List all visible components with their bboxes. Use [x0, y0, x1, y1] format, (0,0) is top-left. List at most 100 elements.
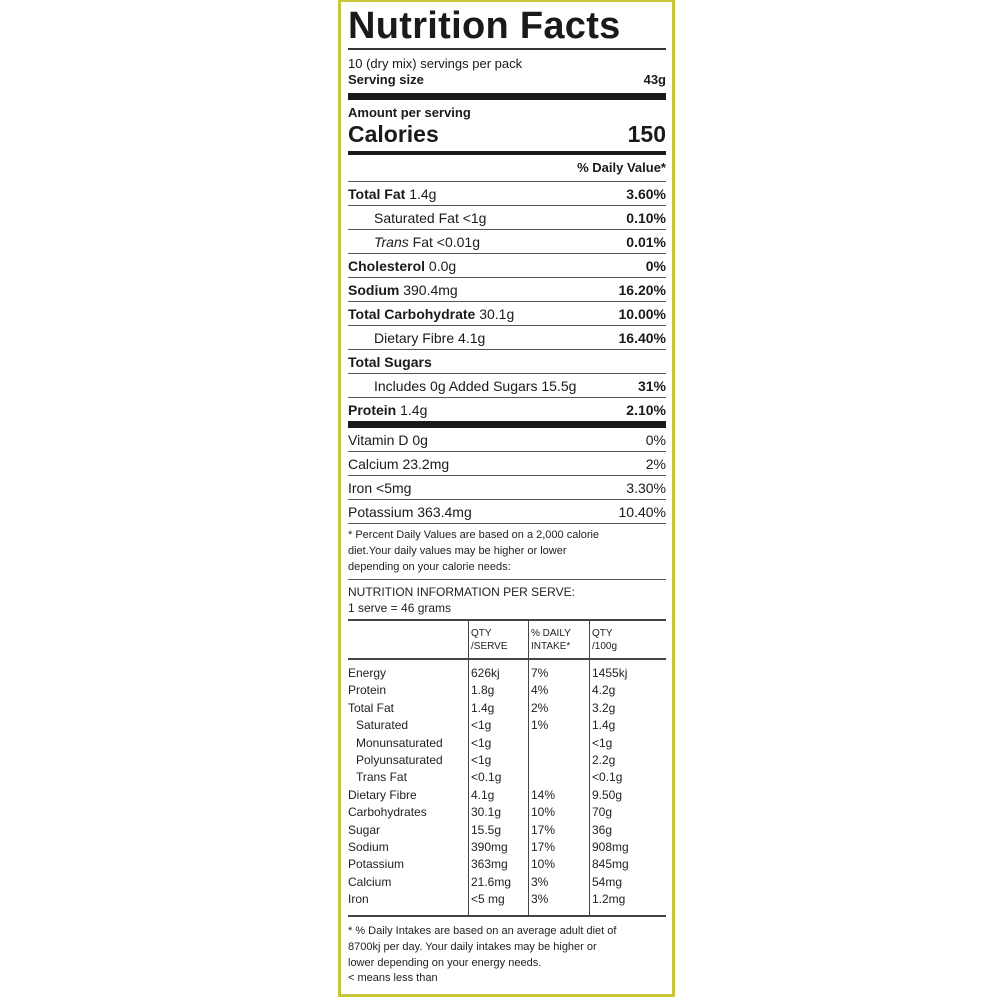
nutrient-name: Dietary Fibre 4.1g — [374, 330, 485, 346]
table-cell-di — [528, 734, 590, 753]
vitamin-name: Potassium 363.4mg — [348, 503, 472, 520]
nutrient-dv: 16.20% — [618, 281, 666, 298]
table-cell-serve: 15.5g — [468, 821, 529, 840]
nutrient-amount: 30.1g — [479, 305, 515, 322]
amount-per-serving: Amount per serving — [348, 105, 471, 120]
nutrient-amount: 4.1g — [458, 329, 486, 346]
table-row: Trans Fat <0.1g <0.1g — [348, 769, 666, 787]
vitamin-row: Potassium 363.4mg 10.40% — [348, 499, 666, 523]
table-cell-serve: 1.4g — [468, 699, 529, 718]
table-cell-per100: 1.2mg — [589, 891, 666, 915]
nutrient-dv: 16.40% — [618, 329, 666, 346]
header-line: % DAILY — [531, 628, 571, 639]
table-cell-serve: <1g — [468, 717, 529, 735]
table-cell-serve: 363mg — [468, 856, 529, 874]
cell-text: 4.2g — [592, 683, 616, 698]
table-cell-serve: 21.6mg — [468, 873, 529, 892]
cell-text: <0.1g — [592, 770, 623, 785]
table-cell-di: 14% — [528, 786, 590, 805]
info-header: NUTRITION INFORMATION PER SERVE: 1 serve… — [348, 580, 666, 616]
divider — [348, 619, 666, 621]
table-cell-name: Total Fat — [348, 700, 469, 717]
nutrient-dv: 2.10% — [626, 401, 666, 418]
cell-text: 30.1g — [471, 805, 502, 820]
info-title: NUTRITION INFORMATION PER SERVE: — [348, 585, 575, 599]
vitamin-dv: 2% — [645, 455, 666, 472]
nutrient-row: Includes 0g Added Sugars 15.5g 31% — [348, 373, 666, 397]
nutrient-row: Sodium 390.4mg 16.20% — [348, 277, 666, 301]
cell-text: 21.6mg — [471, 874, 512, 889]
table-header-cell: QTY/SERVE — [468, 621, 529, 659]
table-cell-name: Iron — [348, 891, 469, 914]
nutrient-name: Total Carbohydrate 30.1g — [348, 306, 514, 322]
cell-text: Iron — [348, 892, 369, 907]
header-line: /SERVE — [471, 641, 508, 652]
nutrient-amount: <0.01g — [436, 233, 480, 250]
table-cell-di: 2% — [528, 699, 590, 718]
table-cell-di: 1% — [528, 717, 590, 735]
cell-text: 54mg — [592, 874, 623, 889]
divider — [348, 523, 666, 524]
table-cell-per100: <0.1g — [589, 769, 666, 787]
divider — [348, 579, 666, 580]
table-cell-name: Monunsaturated — [348, 735, 469, 752]
table-header-row: QTY/SERVE% DAILY INTAKE* QTY/100g — [348, 621, 666, 659]
table-row: Energy 626kj 7% 1455kj — [348, 659, 666, 683]
cell-text: 3% — [531, 892, 549, 907]
table-cell-per100: 1455kj — [589, 659, 666, 683]
nutrient-amount: 1.4g — [409, 185, 437, 202]
cell-text: Polyunsaturated — [356, 753, 443, 768]
table-cell-per100: 4.2g — [589, 682, 666, 700]
divider-thick — [348, 421, 666, 428]
less-than-note: < means less than — [348, 971, 438, 984]
cell-text: <5 mg — [471, 892, 505, 907]
dv-footnote: * Percent Daily Values are based on a 2,… — [348, 524, 666, 579]
footnote-line: 8700kj per day. Your daily intakes may b… — [348, 940, 597, 953]
table-row: Protein 1.8g 4% 4.2g — [348, 682, 666, 700]
cell-text: 14% — [531, 787, 556, 802]
table-row: Calcium 21.6mg 3% 54mg — [348, 873, 666, 892]
table-row: Saturated <1g 1% 1.4g — [348, 717, 666, 735]
nutrient-amount: 0.0g — [428, 257, 457, 274]
cell-text: Monunsaturated — [356, 735, 443, 750]
vitamin-row: Vitamin D 0g 0% — [348, 428, 666, 451]
nutrient-dv: 10.00% — [618, 305, 666, 322]
cell-text: 9.50g — [592, 787, 623, 802]
table-cell-serve: <1g — [468, 752, 529, 770]
nutrient-row: Protein 1.4g 2.10% — [348, 397, 666, 421]
table-cell-di: 7% — [528, 659, 590, 683]
table-row: Polyunsaturated <1g 2.2g — [348, 752, 666, 770]
calories-label: Calories — [348, 121, 439, 147]
servings-per-pack: 10 (dry mix) servings per pack — [348, 56, 523, 71]
footnote-line: lower depending on your energy needs. — [348, 956, 542, 969]
table-cell-name: Dietary Fibre — [348, 787, 469, 804]
nutrient-row: Cholesterol 0.0g 0% — [348, 253, 666, 277]
cell-text: <1g — [592, 735, 613, 750]
cell-text: 908mg — [592, 840, 629, 855]
nutrient-name: Protein 1.4g — [348, 402, 427, 418]
nutrient-name: Total Fat 1.4g — [348, 186, 436, 202]
serving-size-value: 43g — [643, 72, 666, 87]
table-cell-di: 3% — [528, 873, 590, 892]
vitamin-name: Vitamin D 0g — [348, 431, 428, 448]
table-cell-name: Saturated — [348, 717, 469, 734]
nutrient-label: Includes 0g Added Sugars — [374, 377, 538, 394]
table-cell-serve: 390mg — [468, 839, 529, 857]
table-row: Carbohydrates 30.1g 10% 70g — [348, 804, 666, 822]
nutrient-label: Sodium — [348, 281, 400, 298]
table-cell-serve: <5 mg — [468, 891, 529, 915]
table-cell-serve: <1g — [468, 734, 529, 753]
cell-text: <1g — [471, 753, 492, 768]
table-cell-name: Sugar — [348, 822, 469, 839]
table-cell-di: 17% — [528, 839, 590, 857]
cell-text: Protein — [348, 683, 387, 698]
nutrient-dv: 0.10% — [626, 209, 666, 226]
table-cell-per100: 3.2g — [589, 699, 666, 718]
table-cell-name: Carbohydrates — [348, 804, 469, 821]
table-cell-per100: 908mg — [589, 839, 666, 857]
table-row: Dietary Fibre 4.1g 14% 9.50g — [348, 786, 666, 805]
table-row: Monunsaturated <1g <1g — [348, 734, 666, 753]
nutrient-name: Cholesterol 0.0g — [348, 258, 456, 274]
calories-row: Calories 150 — [348, 121, 666, 147]
table-cell-name: Energy — [348, 659, 469, 682]
